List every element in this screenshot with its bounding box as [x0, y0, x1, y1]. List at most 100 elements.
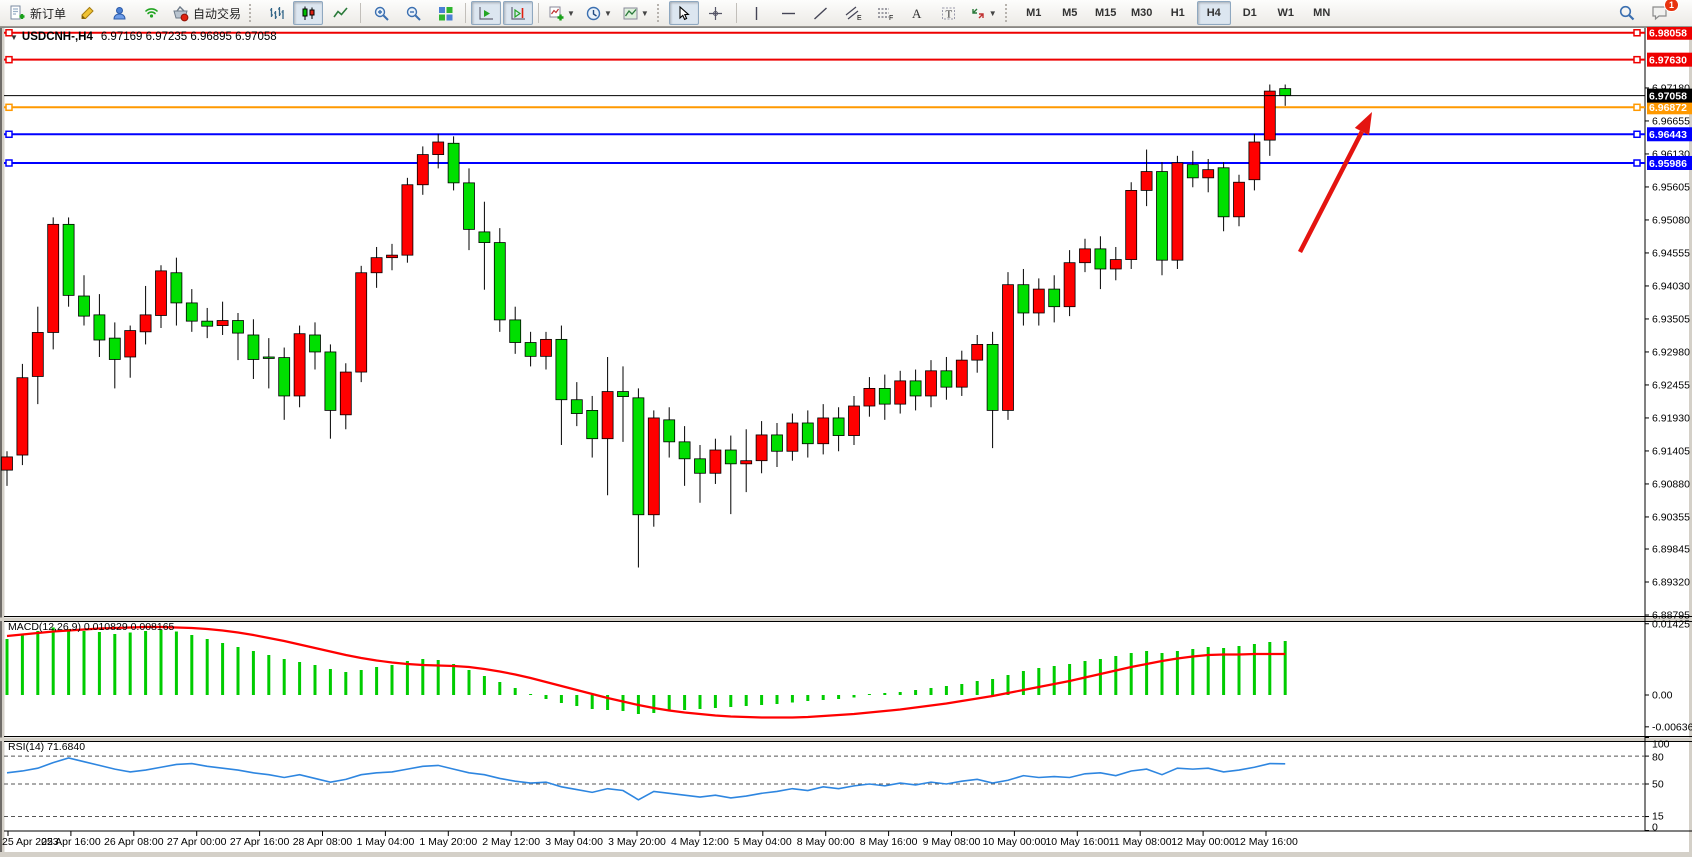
- timeframe-h1-button[interactable]: H1: [1170, 7, 1185, 19]
- fibonacci-tool-button[interactable]: F: [870, 1, 900, 25]
- candle-body: [586, 410, 599, 440]
- timeframe-m15-button[interactable]: M15: [1095, 7, 1117, 19]
- hline-handle[interactable]: [1633, 29, 1641, 37]
- time-tick-label: 9 May 08:00: [923, 836, 981, 848]
- price-tick-label: 6.94030: [1652, 280, 1690, 292]
- hline-handle[interactable]: [5, 159, 13, 167]
- rsi-value: 71.6840: [47, 741, 86, 753]
- timeframe-h4-button[interactable]: H4: [1196, 1, 1231, 25]
- zoom-out-button[interactable]: [398, 1, 428, 25]
- candlestick-chart-icon: [302, 6, 315, 20]
- timeframe-mn-button[interactable]: MN: [1313, 7, 1331, 19]
- templates-button[interactable]: ▼: [618, 1, 653, 25]
- candle-body: [570, 399, 583, 414]
- rsi-scale-label: 0: [1652, 822, 1658, 834]
- timeframe-w1-button[interactable]: W1: [1277, 7, 1294, 19]
- candle-body: [478, 231, 491, 243]
- indicators-button[interactable]: ▼: [544, 1, 579, 25]
- hline-handle[interactable]: [5, 103, 13, 112]
- arrows-tool-button[interactable]: ▼: [966, 1, 1001, 25]
- candle-body: [78, 295, 90, 317]
- auto-trading-button[interactable]: 自动交易: [168, 1, 245, 25]
- bar-chart-icon: [269, 6, 284, 19]
- hline-handle[interactable]: [5, 55, 13, 64]
- candle-body: [201, 320, 214, 327]
- hline-handle[interactable]: [1633, 103, 1641, 112]
- candle-body: [155, 270, 167, 316]
- candle-body: [863, 388, 876, 407]
- cursor-button[interactable]: [668, 1, 699, 25]
- bar-chart-button[interactable]: [261, 1, 291, 25]
- tile-windows-button[interactable]: [430, 1, 460, 25]
- trend-arrow-head[interactable]: [1354, 112, 1372, 136]
- candle-body: [509, 319, 522, 343]
- rsi-indicator-label: RSI(14) 71.6840: [8, 741, 85, 753]
- search-button[interactable]: [1612, 1, 1642, 25]
- text-label-tool-button[interactable]: T: [934, 1, 964, 25]
- auto-scroll-button[interactable]: [471, 1, 502, 25]
- chart-window: [0, 27, 1692, 857]
- toolbar-separator: [538, 3, 540, 23]
- candle-body: [678, 441, 691, 460]
- rsi-name: RSI(14): [8, 741, 45, 753]
- chart-dropdown-icon[interactable]: ▼: [10, 33, 18, 42]
- time-tick-label: 12 May 00:00: [1171, 836, 1235, 848]
- macd-signal-value: 0.008165: [130, 621, 175, 633]
- trend-arrow-shaft[interactable]: [1297, 130, 1364, 254]
- horizontal-line-tool-button[interactable]: [774, 1, 804, 25]
- metaeditor-button[interactable]: [72, 1, 102, 25]
- candle-body: [1048, 288, 1061, 308]
- hline-handle[interactable]: [1633, 130, 1641, 139]
- time-tick-label: 25 Apr 16:00: [41, 836, 101, 848]
- candle-body: [170, 272, 183, 304]
- candle-body: [1171, 162, 1184, 261]
- rsi-scale-label: 50: [1652, 779, 1664, 791]
- hline-handle[interactable]: [5, 130, 13, 139]
- hline-price-flag: [1647, 156, 1692, 170]
- price-tick-label: 6.90880: [1652, 478, 1690, 490]
- timeframe-m1-button[interactable]: M1: [1026, 7, 1042, 19]
- line-chart-button[interactable]: [325, 1, 355, 25]
- notification-badge: 1: [1663, 0, 1679, 12]
- chart-shift-button[interactable]: [503, 1, 534, 25]
- zoom-in-button[interactable]: [366, 1, 396, 25]
- candle-body: [324, 351, 337, 411]
- hline-handle[interactable]: [1633, 159, 1641, 167]
- timeframe-m30-button[interactable]: M30: [1131, 7, 1153, 19]
- periods-button[interactable]: ▼: [581, 1, 616, 25]
- time-tick-label: 10 May 00:00: [983, 836, 1047, 848]
- hline-handle[interactable]: [5, 29, 13, 37]
- hline-price-label: 6.98058: [1649, 28, 1687, 40]
- candle-body: [1, 456, 13, 471]
- vertical-line-tool-button[interactable]: [742, 1, 772, 25]
- candle-body: [1079, 248, 1091, 264]
- candlestick-chart-button[interactable]: [293, 1, 324, 25]
- pane-splitter[interactable]: [0, 737, 1692, 742]
- new-order-button[interactable]: 新订单: [5, 1, 70, 25]
- window-bottom-border: [0, 852, 1692, 857]
- candle-body: [801, 422, 814, 445]
- toolbar-separator: [465, 3, 467, 23]
- trendline-tool-button[interactable]: [806, 1, 836, 25]
- channel-tool-button[interactable]: E: [838, 1, 868, 25]
- market-button[interactable]: [104, 1, 134, 25]
- crosshair-button[interactable]: [701, 1, 731, 25]
- candle-body: [848, 405, 860, 436]
- rsi-scale-label: 80: [1652, 752, 1664, 764]
- hline-price-label: 6.96872: [1649, 102, 1687, 114]
- timeframe-d1-button[interactable]: D1: [1242, 7, 1257, 19]
- market-icon: [113, 6, 126, 19]
- candle-body: [986, 344, 999, 411]
- timeframe-m5-button[interactable]: M5: [1062, 7, 1078, 19]
- time-tick-label: 3 May 04:00: [545, 836, 603, 848]
- signals-button[interactable]: [136, 1, 166, 25]
- text-tool-button[interactable]: A: [902, 1, 932, 25]
- toolbar-grip: [249, 4, 255, 22]
- auto-trading-icon: [173, 5, 189, 21]
- candle-body: [1017, 284, 1030, 314]
- candle-body: [139, 314, 152, 333]
- chat-button[interactable]: 1: [1644, 0, 1679, 25]
- hline-handle[interactable]: [1633, 55, 1641, 64]
- pane-splitter[interactable]: [0, 617, 1692, 622]
